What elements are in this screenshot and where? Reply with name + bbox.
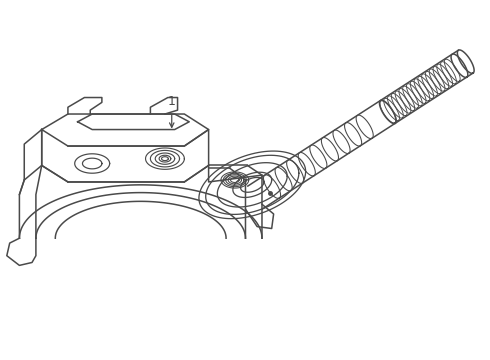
Text: 1: 1	[168, 95, 176, 108]
